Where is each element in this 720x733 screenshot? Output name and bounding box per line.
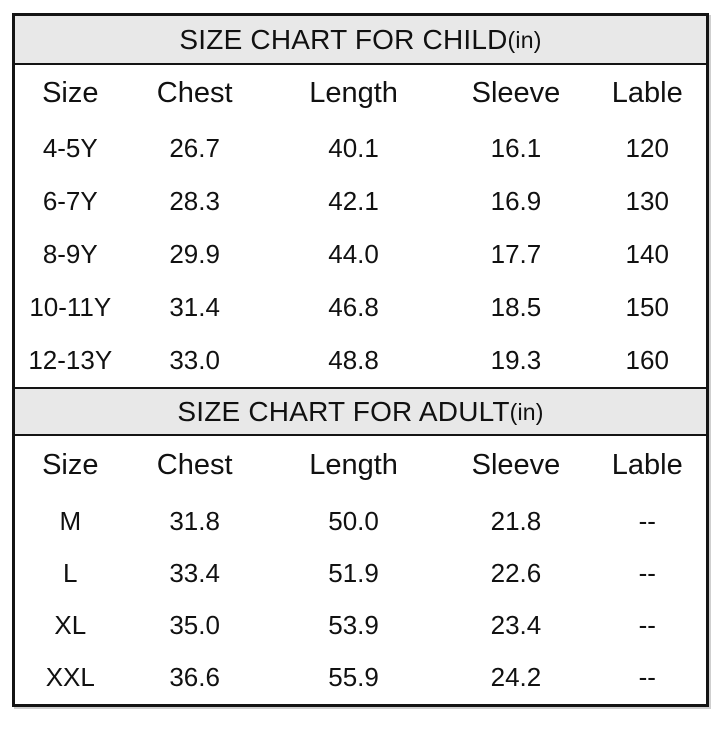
table-cell: 4-5Y [42, 133, 98, 163]
table-row: 10-11Y 31.4 46.8 18.5 150 [15, 281, 706, 334]
table-cell: 21.8 [490, 505, 542, 536]
table-cell: 42.1 [328, 186, 379, 216]
child-size-section: SIZE CHART FOR CHILD (in) Size Chest Leng… [15, 16, 706, 387]
table-cell: 31.8 [169, 505, 220, 536]
adult-size-section: SIZE CHART FOR ADULT (in) Size Chest Leng… [15, 387, 706, 703]
table-cell: 33.4 [169, 557, 220, 588]
child-header-row: Size Chest Length Sleeve Lable [15, 65, 706, 122]
column-header-length: Length [309, 77, 398, 109]
column-header-sleeve: Sleeve [471, 77, 561, 109]
table-row: XL 35.0 53.9 23.4 -- [15, 599, 706, 651]
column-header-lable: Lable [611, 77, 683, 109]
table-cell: 24.2 [490, 661, 542, 692]
size-chart: SIZE CHART FOR CHILD (in) Size Chest Leng… [12, 13, 709, 707]
table-cell: XXL [45, 661, 95, 692]
table-row: 12-13Y 33.0 48.8 19.3 160 [15, 334, 706, 387]
table-cell: 48.8 [328, 345, 379, 375]
child-title-text: SIZE CHART FOR CHILD [179, 23, 508, 55]
table-cell: 12-13Y [28, 345, 113, 375]
table-cell: 18.5 [490, 292, 542, 322]
table-cell: 28.3 [169, 186, 220, 216]
adult-title-text: SIZE CHART FOR ADULT [177, 395, 510, 427]
table-cell: 23.4 [490, 609, 542, 640]
table-cell: M [59, 505, 82, 536]
table-cell: 8-9Y [42, 239, 98, 269]
table-cell: -- [638, 557, 656, 588]
column-header-length: Length [309, 449, 398, 481]
table-cell: 140 [625, 239, 669, 269]
table-row: 6-7Y 28.3 42.1 16.9 130 [15, 175, 706, 228]
column-header-chest: Chest [156, 449, 233, 481]
table-cell: 40.1 [328, 133, 379, 163]
table-cell: 26.7 [169, 133, 220, 163]
table-cell: 35.0 [169, 609, 220, 640]
table-cell: 50.0 [328, 505, 379, 536]
table-cell: 22.6 [490, 557, 542, 588]
column-header-lable: Lable [611, 449, 683, 481]
table-cell: -- [638, 609, 656, 640]
table-cell: 17.7 [490, 239, 542, 269]
table-row: M 31.8 50.0 21.8 -- [15, 495, 706, 547]
table-row: L 33.4 51.9 22.6 -- [15, 547, 706, 599]
table-cell: 31.4 [169, 292, 220, 322]
child-title-unit: (in) [507, 27, 542, 53]
table-cell: 51.9 [328, 557, 379, 588]
table-cell: 46.8 [328, 292, 379, 322]
table-cell: 120 [625, 133, 669, 163]
table-cell: 53.9 [328, 609, 379, 640]
table-cell: 16.9 [490, 186, 542, 216]
adult-title-unit: (in) [509, 399, 544, 425]
table-cell: 160 [625, 345, 669, 375]
table-cell: XL [54, 609, 87, 640]
table-cell: 6-7Y [42, 186, 98, 216]
table-cell: L [63, 557, 78, 588]
table-cell: -- [638, 661, 656, 692]
table-cell: 16.1 [490, 133, 542, 163]
column-header-size: Size [42, 449, 99, 481]
table-cell: 10-11Y [29, 292, 112, 322]
column-header-size: Size [42, 77, 99, 109]
adult-section-title: SIZE CHART FOR ADULT (in) [15, 387, 706, 436]
table-row: XXL 36.6 55.9 24.2 -- [15, 651, 706, 703]
column-header-sleeve: Sleeve [471, 449, 561, 481]
table-cell: 36.6 [169, 661, 220, 692]
table-cell: -- [638, 505, 656, 536]
child-section-title: SIZE CHART FOR CHILD (in) [15, 16, 706, 65]
table-row: 8-9Y 29.9 44.0 17.7 140 [15, 228, 706, 281]
table-cell: 55.9 [328, 661, 379, 692]
adult-header-row: Size Chest Length Sleeve Lable [15, 436, 706, 495]
table-cell: 130 [625, 186, 669, 216]
table-cell: 150 [625, 292, 669, 322]
table-cell: 29.9 [169, 239, 220, 269]
table-cell: 33.0 [169, 345, 220, 375]
column-header-chest: Chest [156, 77, 233, 109]
table-row: 4-5Y 26.7 40.1 16.1 120 [15, 122, 706, 175]
table-cell: 19.3 [490, 345, 542, 375]
table-cell: 44.0 [328, 239, 379, 269]
